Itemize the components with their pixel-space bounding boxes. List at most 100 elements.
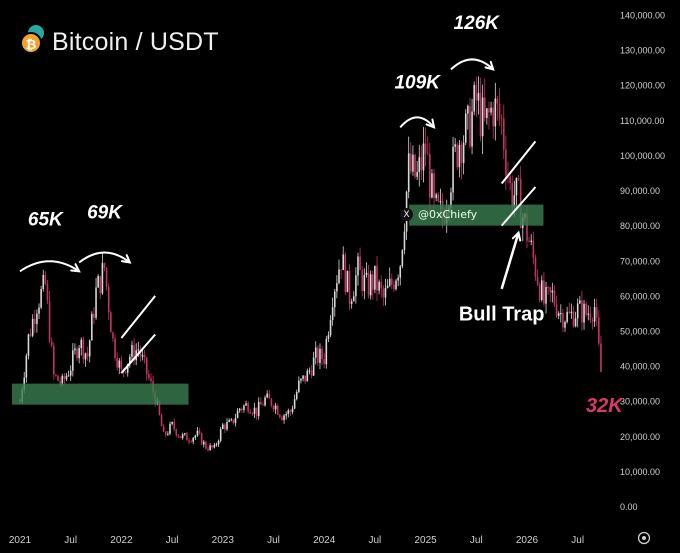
candle-body: [175, 429, 178, 436]
candle-body: [452, 146, 454, 193]
candle-body: [167, 433, 169, 435]
candle-body: [173, 422, 176, 430]
candle-body: [464, 113, 467, 143]
candle-body: [145, 357, 148, 375]
candle-body: [494, 98, 497, 127]
candle-body: [509, 176, 511, 184]
candle-body: [344, 254, 347, 293]
candle-body: [162, 426, 165, 432]
candle-body: [29, 334, 32, 336]
trend-line: [500, 186, 537, 227]
candle-body: [219, 428, 222, 441]
straight-arrow: [500, 232, 520, 290]
candle-body: [502, 118, 505, 150]
candle-body: [593, 307, 596, 322]
candle-body: [33, 318, 36, 324]
candle-body: [534, 257, 537, 277]
candle-body: [264, 397, 266, 406]
candle-body: [568, 311, 571, 314]
candle-body: [388, 278, 391, 286]
candle-body: [310, 370, 313, 376]
candle-body: [314, 347, 317, 358]
annotation-label: 65K: [28, 210, 64, 231]
candle-body: [59, 380, 61, 384]
candle-body: [338, 269, 340, 284]
arc-arrow-head: [70, 263, 81, 273]
candle-body: [120, 360, 123, 370]
candle-body: [42, 274, 45, 289]
candle-body: [249, 411, 252, 414]
candle-body: [287, 410, 290, 414]
candle-body: [564, 321, 566, 328]
candle-body: [289, 410, 292, 413]
candle-body: [384, 288, 387, 298]
candle-body: [110, 312, 112, 333]
y-tick-label: 0.00: [620, 502, 638, 512]
candle-body: [177, 435, 180, 437]
candle-body: [293, 399, 296, 409]
candle-body: [323, 359, 325, 365]
chart-settings-button[interactable]: [637, 531, 651, 545]
candle-body: [44, 274, 47, 284]
candle-body: [48, 300, 51, 342]
candle-body: [63, 375, 66, 380]
candle-body: [481, 97, 484, 137]
candle-body: [595, 307, 598, 318]
candle-body: [131, 345, 133, 357]
candle-body: [67, 375, 70, 377]
candle-body: [365, 272, 368, 276]
candle-body: [181, 434, 184, 438]
y-tick-label: 110,000.00: [620, 116, 664, 126]
candle-body: [279, 414, 281, 417]
candle-body: [276, 405, 279, 415]
candle-body: [129, 356, 131, 364]
candle-body: [528, 240, 530, 242]
x-tick-label: Jul: [470, 535, 483, 546]
candle-body: [424, 143, 427, 154]
candle-body: [164, 431, 167, 435]
candle-body: [74, 348, 76, 351]
candle-body: [401, 250, 404, 267]
candle-body: [148, 374, 150, 379]
candle-body: [420, 157, 423, 171]
candle-body: [346, 270, 349, 293]
candle-body: [589, 313, 592, 320]
support-zone: [409, 204, 544, 226]
candle-body: [329, 319, 332, 336]
candle-body: [426, 153, 429, 155]
candle-body: [536, 276, 539, 285]
y-tick-label: 130,000.00: [620, 46, 665, 56]
candle-body: [50, 341, 53, 346]
candle-body: [549, 287, 552, 293]
candle-body: [380, 281, 383, 289]
x-tick-label: Jul: [369, 535, 382, 546]
candle-body: [557, 313, 560, 316]
candle-body: [348, 270, 351, 304]
candle-body: [483, 97, 486, 118]
candle-body: [224, 424, 226, 430]
candle-body: [492, 107, 494, 127]
arc-arrow-head: [484, 60, 495, 71]
candle-body: [257, 401, 260, 417]
candle-body: [462, 142, 465, 164]
candle-body: [505, 149, 507, 176]
candle-body: [538, 284, 541, 300]
candle-body: [188, 440, 190, 442]
gear-icon[interactable]: [637, 531, 651, 545]
candle-body: [183, 433, 186, 435]
candle-body: [560, 313, 562, 315]
candle-body: [422, 143, 425, 171]
candle-body: [300, 378, 302, 381]
candle-body: [363, 275, 366, 291]
candle-body: [526, 214, 528, 241]
candle-body: [230, 419, 233, 421]
candle-body: [243, 405, 245, 410]
trend-line: [500, 140, 537, 185]
chart-title: Bitcoin / USDT: [52, 28, 219, 56]
watermark: X @0xChiefy: [400, 205, 550, 223]
candle-body: [251, 413, 254, 415]
candle-body: [302, 375, 304, 379]
candle-body: [72, 350, 74, 371]
candle-body: [312, 357, 315, 376]
